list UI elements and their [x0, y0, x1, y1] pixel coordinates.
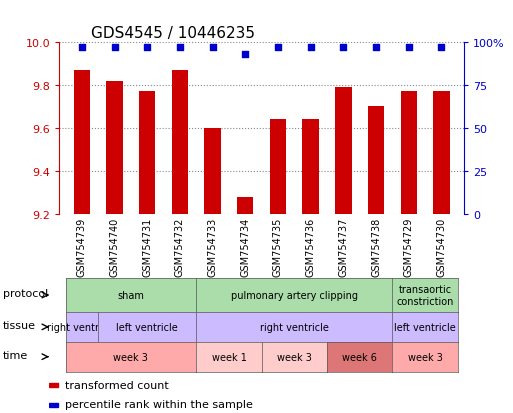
- Text: GSM754739: GSM754739: [77, 218, 87, 277]
- Bar: [74, 71, 90, 214]
- Point: [241, 52, 249, 58]
- Text: GSM754736: GSM754736: [306, 218, 315, 277]
- Text: GSM754733: GSM754733: [208, 218, 218, 277]
- Bar: [270, 120, 286, 214]
- Bar: [139, 92, 155, 214]
- Bar: [49, 383, 57, 387]
- Bar: [433, 92, 449, 214]
- Text: GSM754734: GSM754734: [240, 218, 250, 277]
- Text: GSM754735: GSM754735: [273, 218, 283, 277]
- Point: [176, 45, 184, 51]
- Point: [274, 45, 282, 51]
- Text: GSM754729: GSM754729: [404, 218, 413, 277]
- Text: right ventricle: right ventricle: [47, 322, 116, 332]
- Bar: [205, 129, 221, 214]
- Text: time: time: [3, 350, 28, 360]
- Text: week 6: week 6: [342, 352, 377, 362]
- Point: [110, 45, 119, 51]
- Bar: [106, 81, 123, 214]
- Text: GSM754737: GSM754737: [339, 218, 348, 277]
- Point: [372, 45, 380, 51]
- Text: tissue: tissue: [3, 320, 36, 330]
- Bar: [303, 120, 319, 214]
- Point: [437, 45, 445, 51]
- Text: GSM754738: GSM754738: [371, 218, 381, 277]
- Text: week 3: week 3: [113, 352, 148, 362]
- Bar: [401, 92, 417, 214]
- Text: GDS4545 / 10446235: GDS4545 / 10446235: [91, 26, 255, 40]
- Text: left ventricle: left ventricle: [116, 322, 178, 332]
- Text: GSM754732: GSM754732: [175, 218, 185, 277]
- Point: [405, 45, 413, 51]
- Text: left ventricle: left ventricle: [394, 322, 456, 332]
- Bar: [172, 71, 188, 214]
- Point: [78, 45, 86, 51]
- Point: [143, 45, 151, 51]
- Bar: [368, 107, 384, 214]
- Text: GSM754730: GSM754730: [437, 218, 446, 277]
- Text: transaortic
constriction: transaortic constriction: [397, 285, 453, 306]
- Point: [208, 45, 216, 51]
- Bar: [335, 88, 351, 214]
- Text: pulmonary artery clipping: pulmonary artery clipping: [231, 290, 358, 300]
- Text: transformed count: transformed count: [65, 380, 169, 389]
- Bar: [237, 197, 253, 214]
- Text: GSM754740: GSM754740: [110, 218, 120, 277]
- Text: sham: sham: [117, 290, 144, 300]
- Text: week 3: week 3: [408, 352, 443, 362]
- Point: [307, 45, 315, 51]
- Text: GSM754731: GSM754731: [142, 218, 152, 277]
- Text: percentile rank within the sample: percentile rank within the sample: [65, 399, 253, 409]
- Point: [339, 45, 347, 51]
- Text: protocol: protocol: [3, 289, 48, 299]
- Bar: [49, 403, 57, 407]
- Text: right ventricle: right ventricle: [260, 322, 329, 332]
- Text: week 1: week 1: [211, 352, 246, 362]
- Text: week 3: week 3: [277, 352, 312, 362]
